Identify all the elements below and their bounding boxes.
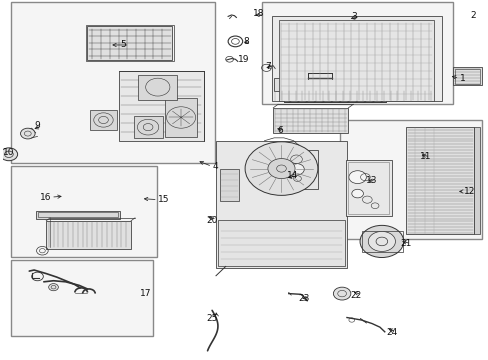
Text: 1: 1 [459, 74, 464, 83]
Text: 15: 15 [158, 195, 169, 204]
Text: 13: 13 [365, 176, 376, 185]
Bar [11, 260, 153, 337]
Bar [218, 220, 344, 266]
Circle shape [348, 171, 366, 184]
Bar [165, 98, 196, 137]
Bar [36, 211, 120, 219]
Text: 19: 19 [238, 55, 249, 64]
Circle shape [0, 148, 18, 161]
Text: 11: 11 [419, 152, 430, 161]
Circle shape [244, 142, 317, 195]
Text: 22: 22 [349, 291, 361, 300]
Bar [274, 78, 392, 91]
Bar [279, 20, 433, 101]
Text: 6: 6 [277, 126, 283, 135]
Circle shape [20, 128, 35, 139]
Bar [133, 116, 163, 138]
Circle shape [351, 189, 363, 198]
Bar [119, 71, 203, 141]
Text: 23: 23 [298, 294, 309, 303]
Bar [361, 231, 402, 252]
Text: 17: 17 [140, 289, 151, 298]
Circle shape [288, 163, 304, 175]
Circle shape [49, 284, 58, 291]
Bar [216, 141, 346, 267]
Bar [347, 162, 388, 214]
Bar [138, 75, 177, 100]
Bar [87, 26, 172, 60]
Text: 24: 24 [385, 328, 396, 337]
Circle shape [333, 287, 350, 300]
Circle shape [359, 225, 403, 257]
Bar [262, 2, 452, 104]
Text: 25: 25 [206, 314, 217, 323]
Bar [284, 91, 385, 102]
Text: 14: 14 [286, 171, 298, 180]
Bar [346, 160, 391, 216]
Text: 8: 8 [243, 37, 248, 46]
Text: 21: 21 [400, 239, 411, 248]
Circle shape [367, 231, 395, 251]
Bar [220, 169, 239, 202]
Bar [273, 108, 347, 133]
Circle shape [267, 158, 294, 179]
Bar [284, 91, 385, 102]
Text: 16: 16 [40, 193, 51, 202]
Text: 2: 2 [469, 11, 475, 20]
Bar [339, 120, 481, 239]
Text: 10: 10 [2, 148, 14, 157]
Bar [454, 69, 479, 84]
Bar [473, 127, 479, 234]
Bar [271, 17, 441, 102]
Bar [90, 111, 116, 130]
Text: 12: 12 [463, 187, 474, 196]
Bar [86, 24, 174, 62]
Bar [11, 2, 215, 163]
Bar [406, 127, 473, 234]
Bar [38, 212, 117, 217]
Bar [11, 166, 157, 257]
Text: 18: 18 [252, 9, 264, 18]
Bar [285, 150, 317, 189]
Text: 20: 20 [206, 216, 217, 225]
Text: 4: 4 [212, 162, 217, 171]
Bar [452, 67, 481, 85]
Text: 5: 5 [120, 40, 125, 49]
Text: 7: 7 [265, 62, 271, 71]
Text: 9: 9 [35, 121, 41, 130]
Bar [46, 221, 131, 249]
Text: 3: 3 [351, 12, 356, 21]
